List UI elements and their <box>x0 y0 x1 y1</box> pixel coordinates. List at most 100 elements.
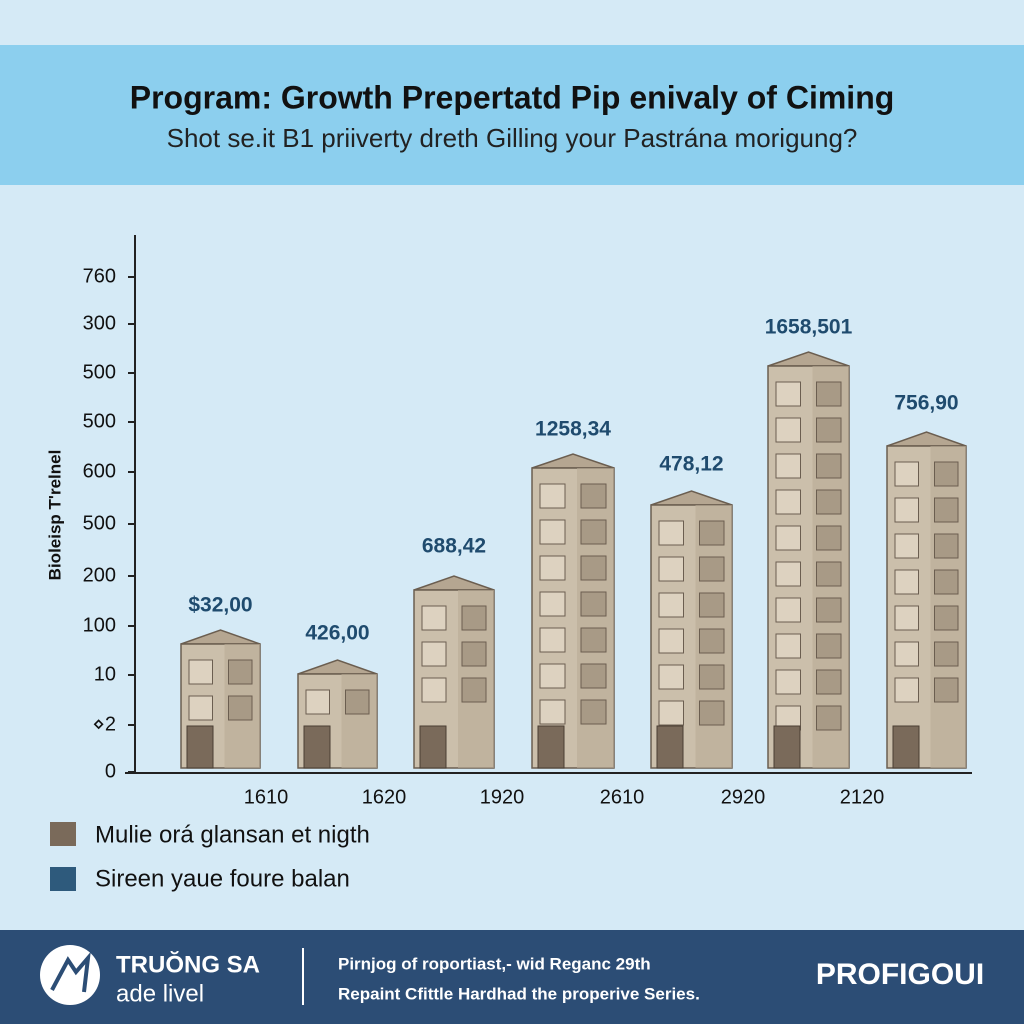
x-tick-label: 2920 <box>721 786 766 808</box>
brand: TRUŎNG SA <box>116 950 260 978</box>
logo-icon <box>40 945 100 1005</box>
legend-label: Sireen yaue foure balan <box>95 865 350 892</box>
window <box>934 605 959 631</box>
y-tick-label: 760 <box>83 265 116 287</box>
window <box>539 591 566 617</box>
window <box>539 483 566 509</box>
window <box>539 555 566 581</box>
window <box>188 695 213 721</box>
legend-swatch <box>50 822 76 846</box>
window <box>699 556 725 582</box>
window <box>580 699 607 725</box>
window <box>461 677 487 703</box>
footer-logo: PROFIGOUI <box>816 958 984 991</box>
window <box>421 605 447 631</box>
window <box>228 695 253 721</box>
bars: $32,00 1610 426,00 1620 688,42 1920 1258,34 261… <box>180 316 967 808</box>
window <box>775 597 801 623</box>
legend-label: Mulie orá glansan et nigth <box>95 821 370 848</box>
window <box>816 453 842 479</box>
window <box>421 677 447 703</box>
window <box>816 705 842 731</box>
window <box>816 669 842 695</box>
window <box>934 461 959 487</box>
door <box>303 725 331 769</box>
window <box>658 664 684 690</box>
value-label: 426,00 <box>305 622 369 645</box>
door <box>773 725 801 769</box>
window <box>580 591 607 617</box>
window <box>539 627 566 653</box>
window <box>658 520 684 546</box>
window <box>894 641 919 667</box>
window <box>228 659 253 685</box>
y-tick-label: 500 <box>83 410 116 432</box>
window <box>775 453 801 479</box>
window <box>816 489 842 515</box>
x-tick-label: 2120 <box>840 786 885 808</box>
footer-band <box>0 930 1024 1024</box>
window <box>421 641 447 667</box>
window <box>580 627 607 653</box>
door <box>537 725 565 769</box>
window <box>699 520 725 546</box>
window <box>816 633 842 659</box>
y-tick-label: 500 <box>83 512 116 534</box>
value-label: 478,12 <box>659 453 723 476</box>
door <box>419 725 447 769</box>
footer-text: Repaint Cfittle Hardhad the properive Se… <box>338 984 700 1003</box>
value-label: $32,00 <box>188 594 252 617</box>
window <box>658 628 684 654</box>
window <box>775 489 801 515</box>
window <box>539 519 566 545</box>
door <box>656 725 684 769</box>
window <box>934 677 959 703</box>
window <box>775 561 801 587</box>
window <box>699 664 725 690</box>
footer-text: Pirnjog of roportiast,- wid Reganc 29th <box>338 954 651 973</box>
x-tick-label: 2610 <box>600 786 645 808</box>
window <box>188 659 213 685</box>
y-tick-label: ⋄2 <box>92 713 116 735</box>
window <box>894 605 919 631</box>
window <box>539 663 566 689</box>
window <box>775 381 801 407</box>
y-axis-label: Bioleisp T'relnel <box>45 450 64 581</box>
x-tick-label: 1620 <box>362 786 407 808</box>
window <box>816 561 842 587</box>
y-tick-label: 500 <box>83 361 116 383</box>
window <box>934 641 959 667</box>
window <box>345 689 370 715</box>
window <box>699 592 725 618</box>
window <box>305 689 330 715</box>
title: Program: Growth Prepertatd Pip enivaly o… <box>130 79 895 115</box>
y-tick-label: 200 <box>83 564 116 586</box>
window <box>934 569 959 595</box>
value-label: 688,42 <box>422 535 486 558</box>
y-tick-label: 0 <box>105 760 116 782</box>
value-label: 1658,501 <box>765 316 853 339</box>
window <box>894 497 919 523</box>
door <box>186 725 214 769</box>
value-label: 756,90 <box>894 392 958 415</box>
window <box>658 700 684 726</box>
window <box>461 605 487 631</box>
x-tick-label: 1920 <box>480 786 525 808</box>
window <box>816 597 842 623</box>
window <box>580 555 607 581</box>
logo-mark <box>50 951 91 993</box>
brand-sub: ade livel <box>116 980 204 1007</box>
subtitle: Shot se.it B1 priiverty dreth Gilling yo… <box>167 123 858 153</box>
window <box>894 461 919 487</box>
door <box>892 725 920 769</box>
building-side <box>341 674 377 768</box>
y-tick-label: 300 <box>83 312 116 334</box>
y-tick-label: 10 <box>94 663 116 685</box>
window <box>894 569 919 595</box>
header-band <box>0 45 1024 185</box>
window <box>894 533 919 559</box>
window <box>658 556 684 582</box>
window <box>699 700 725 726</box>
x-tick-label: 1610 <box>244 786 289 808</box>
